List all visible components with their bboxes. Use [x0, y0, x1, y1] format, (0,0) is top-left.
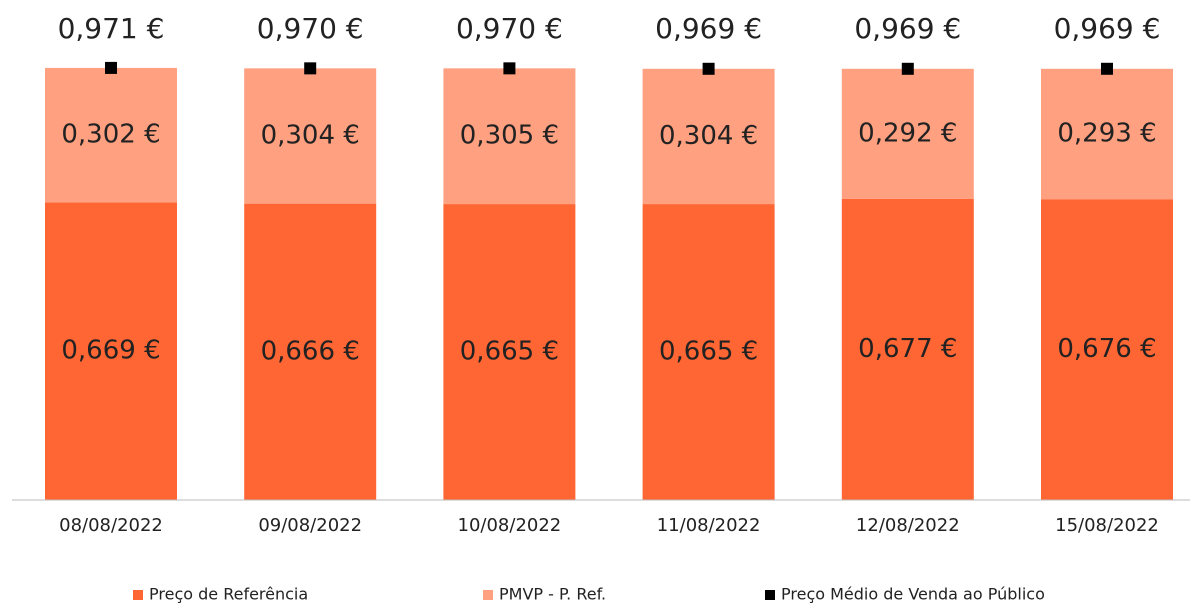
legend-label: PMVP - P. Ref.: [499, 585, 606, 604]
x-tick-label: 09/08/2022: [258, 515, 362, 536]
bar-segment: [642, 68, 775, 205]
data-label: 0,304 €: [659, 121, 758, 151]
x-tick-label: 11/08/2022: [657, 515, 761, 536]
bar-segment: [443, 68, 576, 205]
bar-segment: [642, 204, 775, 500]
data-label: 0,665 €: [659, 337, 758, 367]
x-tick-label: 08/08/2022: [59, 515, 163, 536]
data-label: 0,970 €: [257, 12, 364, 45]
bar-segment: [244, 68, 377, 204]
x-tick-label: 10/08/2022: [458, 515, 562, 536]
data-label: 0,677 €: [858, 334, 957, 364]
bar-segment: [45, 202, 177, 501]
data-label: 0,969 €: [1054, 12, 1161, 45]
marker: [105, 61, 117, 74]
data-label: 0,676 €: [1057, 334, 1156, 364]
bar-segment: [841, 198, 974, 501]
bar-segment: [1041, 199, 1173, 500]
bar-segment: [45, 67, 177, 203]
bar-segment: [1041, 68, 1173, 200]
legend-label: Preço de Referência: [149, 585, 308, 604]
legend-swatch: [483, 590, 493, 600]
marker: [901, 62, 914, 75]
data-label: 0,305 €: [460, 121, 559, 151]
marker: [503, 62, 516, 75]
data-label: 0,669 €: [61, 336, 160, 366]
data-label: 0,293 €: [1057, 118, 1156, 148]
legend-swatch: [765, 590, 775, 600]
legend-label: Preço Médio de Venda ao Público: [781, 585, 1045, 604]
data-label: 0,304 €: [261, 120, 360, 150]
marker: [304, 62, 317, 75]
data-label: 0,665 €: [460, 337, 559, 367]
data-label: 0,292 €: [858, 118, 957, 148]
bar-segment: [841, 68, 974, 199]
marker: [1101, 62, 1113, 75]
data-label: 0,970 €: [456, 12, 563, 45]
data-label: 0,969 €: [854, 12, 961, 45]
data-label: 0,969 €: [655, 12, 762, 45]
bar-segment: [244, 203, 377, 500]
data-label: 0,302 €: [61, 120, 160, 150]
x-tick-label: 15/08/2022: [1055, 515, 1159, 536]
x-tick-label: 12/08/2022: [856, 515, 960, 536]
marker: [702, 62, 715, 75]
legend-swatch: [133, 590, 143, 600]
bar-segment: [443, 204, 576, 500]
data-label: 0,666 €: [261, 336, 360, 366]
data-label: 0,971 €: [58, 12, 165, 45]
